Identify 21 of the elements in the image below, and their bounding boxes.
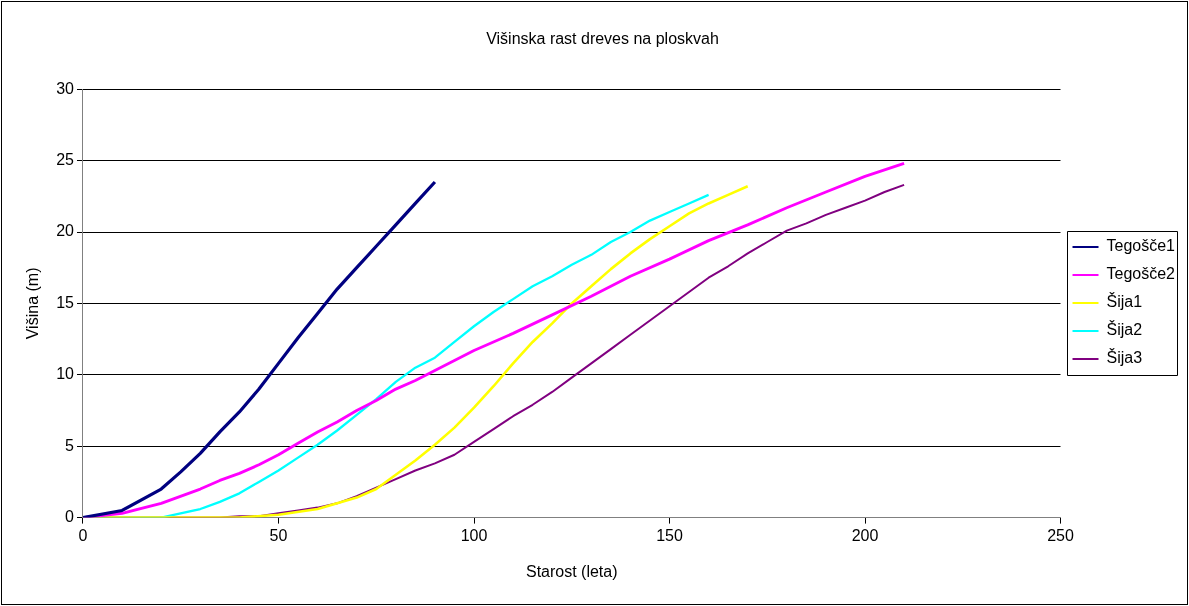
y-tick-label: 25 xyxy=(56,151,75,169)
y-axis-title: Višina (m) xyxy=(24,267,42,340)
chart-title: Višinska rast dreves na ploskvah xyxy=(486,30,719,48)
legend-label: Šija2 xyxy=(1106,320,1143,339)
y-tick-label: 15 xyxy=(56,293,75,311)
legend-label: Tegošče2 xyxy=(1106,265,1176,283)
y-tick-label: 0 xyxy=(65,508,75,526)
y-tick-label: 10 xyxy=(56,365,75,383)
legend-label: Tegošče1 xyxy=(1106,237,1176,255)
x-tick-label: 100 xyxy=(460,526,488,544)
y-tick-label: 5 xyxy=(65,436,75,454)
x-tick-label: 150 xyxy=(656,526,683,544)
x-axis-title: Starost (leta) xyxy=(525,562,618,580)
x-tick-label: 200 xyxy=(851,526,879,544)
x-tick-label: 0 xyxy=(78,526,88,544)
legend-label: Šija1 xyxy=(1106,292,1143,311)
y-tick-label: 20 xyxy=(56,222,75,240)
legend-label: Šija3 xyxy=(1106,348,1143,367)
x-tick-label: 50 xyxy=(269,526,288,544)
x-tick-label: 250 xyxy=(1047,526,1074,544)
y-tick-label: 30 xyxy=(56,79,75,97)
